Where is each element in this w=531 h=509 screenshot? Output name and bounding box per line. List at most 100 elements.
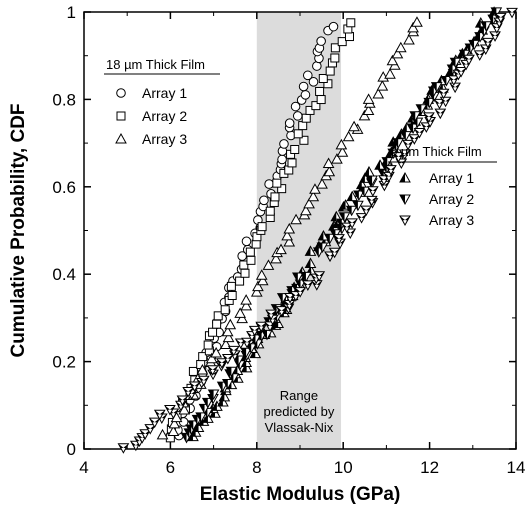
data-point-18um-array-3 (240, 294, 252, 305)
annotation-line-2: predicted by (264, 404, 335, 419)
data-point-5um-array-2 (207, 389, 220, 401)
data-point-18um-array-2 (213, 311, 223, 321)
data-point-18um-array-1 (316, 36, 326, 46)
data-point-18um-array-2 (203, 340, 213, 350)
data-point-18um-array-1 (292, 111, 303, 121)
data-point-18um-array-2 (246, 255, 256, 265)
legend-18um: 18 µm Thick Film Array 1 Array 2 Array 3 (104, 57, 220, 147)
data-point-18um-array-2 (239, 260, 249, 270)
data-point-5um-array-2 (187, 420, 200, 431)
data-point-18um-array-2 (277, 184, 287, 194)
data-point-5um-array-2 (480, 21, 493, 32)
data-point-5um-array-3 (301, 280, 314, 291)
legend-18um-marker-1 (116, 88, 126, 98)
x-tick-label: 12 (420, 458, 439, 477)
data-point-18um-array-3 (281, 229, 293, 241)
data-point-5um-array-3 (227, 345, 240, 357)
data-point-18um-array-3 (386, 54, 399, 66)
data-point-18um-array-2 (287, 158, 297, 168)
data-point-5um-array-2 (352, 200, 364, 212)
data-point-18um-array-3 (156, 428, 169, 440)
data-point-5um-array-2 (409, 111, 422, 122)
annotation-line-3: Vlassak-Nix (265, 420, 334, 435)
legend-5um: 5 µm Thick Film Array 1 Array 2 Array 3 (388, 144, 497, 228)
data-point-5um-array-3 (176, 395, 189, 406)
data-point-18um-array-2 (298, 121, 308, 131)
data-point-18um-array-3 (335, 138, 348, 150)
data-point-18um-array-3 (316, 178, 328, 189)
data-point-18um-array-3 (275, 243, 287, 255)
y-tick-label: 0.4 (52, 265, 76, 284)
data-point-18um-array-3 (240, 299, 253, 311)
data-point-18um-array-3 (391, 47, 404, 59)
legend-18um-entry-1: Array 1 (142, 85, 187, 101)
data-point-18um-array-3 (407, 21, 419, 33)
data-point-5um-array-2 (261, 329, 273, 341)
data-point-18um-array-1 (302, 70, 313, 81)
data-point-5um-array-2 (358, 186, 371, 198)
data-point-5um-array-2 (415, 104, 428, 115)
legend-18um-title: 18 µm Thick Film (106, 57, 205, 72)
legend-18um-entry-2: Array 2 (142, 108, 187, 124)
y-tick-label: 0 (67, 440, 76, 459)
y-axis-title: Cumulative Probability, CDF (8, 103, 29, 357)
axis-tick-labels: 4 6 8 10 12 14 0 0.2 0.4 0.6 0.8 1 (52, 3, 525, 477)
data-point-18um-array-3 (283, 235, 296, 247)
data-point-5um-array-2 (225, 366, 238, 378)
data-point-5um-array-3 (328, 247, 341, 259)
y-tick-label: 0.8 (52, 90, 76, 109)
data-point-5um-array-2 (449, 57, 462, 69)
data-point-18um-array-3 (309, 183, 321, 194)
data-point-5um-array-2 (316, 242, 329, 254)
legend-5um-entry-2: Array 2 (429, 191, 474, 207)
data-point-5um-array-2 (430, 82, 443, 93)
data-point-5um-array-3 (398, 149, 411, 160)
data-point-5um-array-1 (304, 257, 317, 268)
data-point-18um-array-3 (222, 331, 235, 343)
data-point-5um-array-3 (153, 409, 166, 421)
legend-5um-entry-1: Array 1 (429, 170, 474, 186)
data-point-5um-array-2 (490, 7, 503, 18)
legend-5um-entry-3: Array 3 (429, 212, 474, 228)
data-point-18um-array-2 (330, 43, 340, 53)
data-point-5um-array-3 (437, 88, 450, 100)
data-point-5um-array-1 (346, 190, 359, 202)
data-point-18um-array-1 (264, 179, 274, 189)
legend-18um-marker-2 (116, 111, 126, 121)
data-point-18um-array-3 (255, 269, 268, 280)
data-point-18um-array-2 (325, 66, 335, 76)
data-point-18um-array-3 (376, 80, 389, 91)
data-point-18um-array-3 (234, 307, 247, 318)
data-point-18um-array-2 (344, 32, 354, 42)
legend-5um-title: 5 µm Thick Film (390, 144, 482, 159)
data-point-18um-array-3 (336, 146, 349, 157)
data-point-18um-array-3 (236, 312, 249, 324)
data-point-5um-array-2 (240, 347, 252, 359)
data-point-18um-array-3 (394, 41, 407, 53)
data-point-18um-array-1 (328, 21, 339, 32)
data-point-5um-array-3 (164, 404, 176, 416)
data-point-18um-array-2 (305, 105, 315, 115)
data-point-5um-array-2 (195, 412, 207, 423)
data-point-18um-array-3 (210, 347, 223, 358)
data-point-5um-array-2 (487, 14, 500, 26)
data-point-18um-array-3 (384, 68, 396, 79)
data-point-18um-array-3 (262, 259, 275, 270)
data-point-5um-array-3 (449, 82, 461, 94)
data-point-5um-array-3 (463, 54, 475, 66)
y-tick-label: 0.2 (52, 353, 76, 372)
data-point-18um-array-2 (323, 79, 333, 89)
data-point-5um-array-2 (423, 97, 436, 109)
data-point-5um-array-2 (291, 272, 304, 283)
data-point-5um-array-3 (439, 96, 452, 108)
data-point-18um-array-2 (188, 366, 198, 376)
data-point-18um-array-3 (362, 93, 375, 104)
data-point-18um-array-2 (299, 135, 309, 145)
data-point-18um-array-2 (245, 247, 255, 257)
data-point-5um-array-3 (385, 165, 397, 176)
data-point-5um-array-3 (148, 417, 161, 429)
data-point-5um-array-3 (447, 75, 460, 86)
data-point-18um-array-2 (346, 18, 356, 28)
x-tick-label: 10 (334, 458, 353, 477)
data-point-18um-array-1 (259, 195, 269, 206)
